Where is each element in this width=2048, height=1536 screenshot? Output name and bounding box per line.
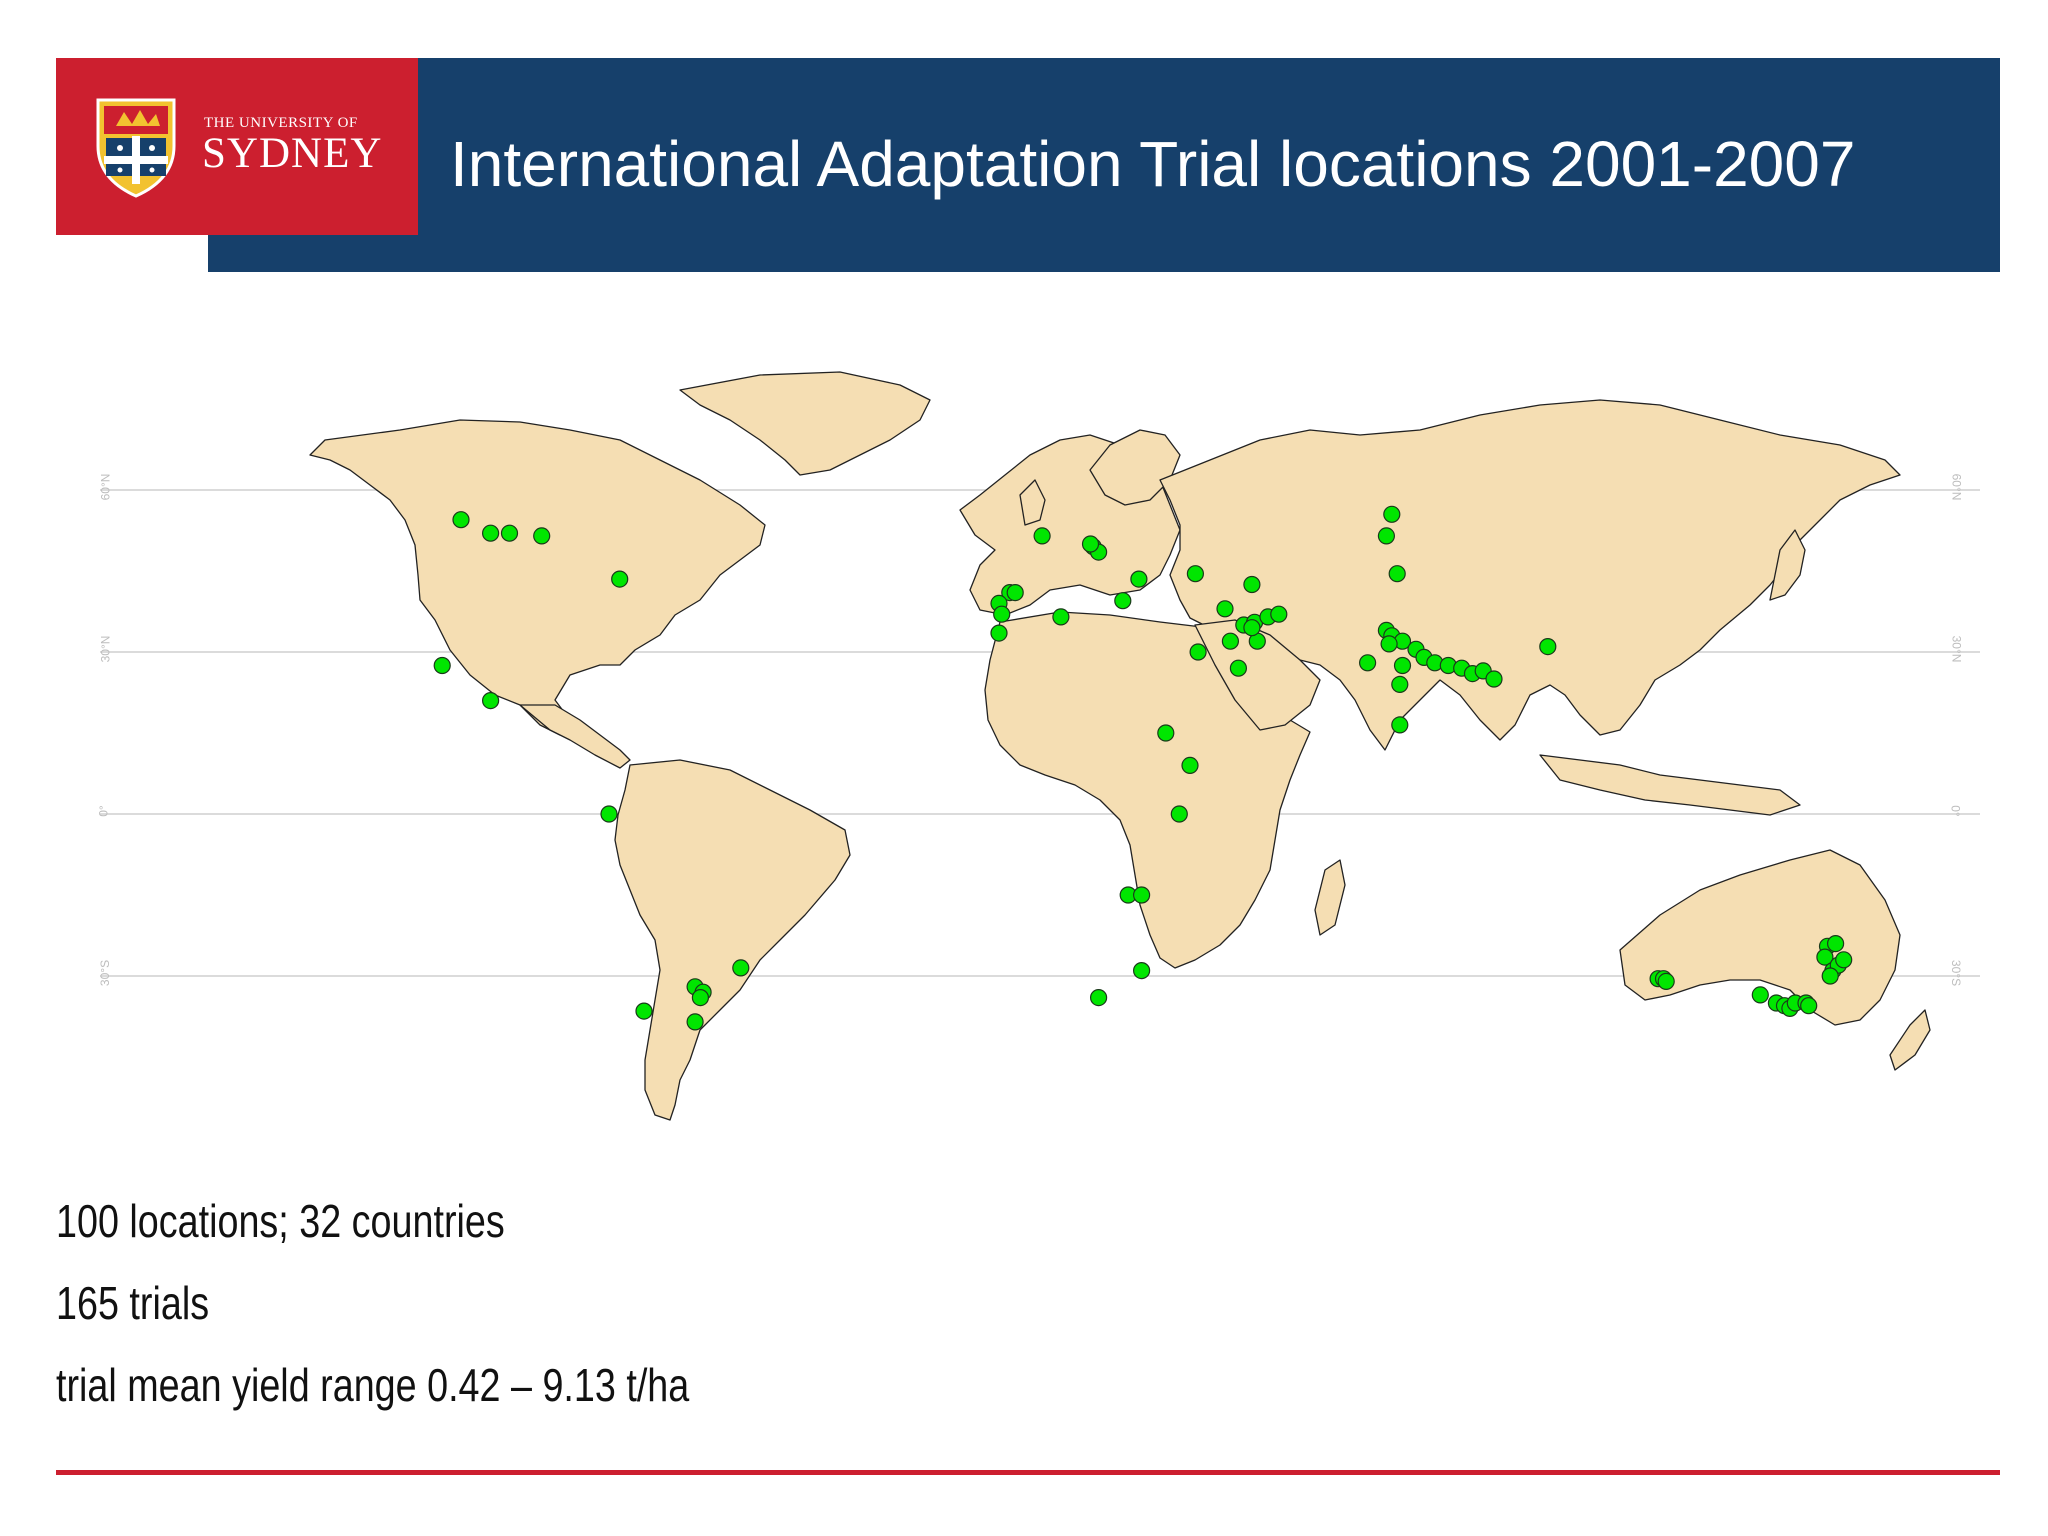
uk	[1019, 479, 1046, 526]
trial-site-marker	[611, 570, 629, 588]
trial-site-marker	[1132, 886, 1151, 904]
central-america	[519, 704, 631, 769]
lat-label-left-30s: 30°S	[98, 959, 113, 987]
trial-site-marker	[1826, 934, 1845, 953]
trial-site-marker	[500, 524, 519, 542]
lat-label-right-0: 0°	[1948, 805, 1963, 817]
trial-site-marker	[1393, 656, 1412, 675]
trial-site-marker	[482, 692, 500, 710]
trial-sites-layer	[433, 505, 1853, 1031]
trial-site-marker	[1052, 608, 1070, 626]
logo-line-1: THE UNIVERSITY OF	[204, 115, 358, 131]
trial-site-marker	[1157, 724, 1175, 742]
japan	[1769, 529, 1806, 601]
trial-site-marker	[1657, 972, 1675, 991]
trial-site-marker	[1751, 986, 1769, 1004]
trial-site-marker	[732, 959, 750, 977]
trial-site-marker	[1186, 565, 1205, 583]
trial-site-marker	[1391, 716, 1409, 734]
trial-site-marker	[1391, 675, 1409, 693]
crest-icon	[96, 98, 176, 198]
trial-site-marker	[1270, 605, 1288, 623]
trial-site-marker	[635, 1002, 653, 1020]
trial-site-marker	[1130, 570, 1148, 588]
lat-label-left-30n: 30°N	[98, 635, 113, 663]
scandinavia	[1089, 429, 1181, 506]
trial-site-marker	[1132, 961, 1151, 980]
greenland	[679, 371, 931, 476]
trial-site-marker	[1181, 756, 1199, 774]
trial-site-marker	[1033, 527, 1051, 545]
trial-site-marker	[993, 605, 1011, 623]
new-zealand	[1889, 1009, 1931, 1071]
trial-site-marker	[1089, 988, 1108, 1007]
world-map-canvas	[100, 371, 1980, 1121]
trial-site-marker	[691, 988, 710, 1007]
trial-site-marker	[1229, 659, 1248, 677]
trial-site-marker	[1377, 527, 1396, 545]
trial-site-marker	[1170, 805, 1188, 823]
logo-line-2: SYDNEY	[202, 130, 383, 177]
trial-site-marker	[1816, 948, 1834, 966]
stat-yield-range: trial mean yield range 0.42 – 9.13 t/ha	[56, 1359, 690, 1411]
north-america	[309, 419, 766, 736]
trial-site-marker	[1800, 997, 1818, 1015]
lat-label-right-60n: 60°N	[1949, 473, 1964, 501]
trial-site-marker	[1358, 654, 1377, 672]
trial-site-marker	[1243, 575, 1261, 594]
indonesia	[1539, 754, 1801, 816]
trial-site-marker	[1189, 643, 1207, 661]
trial-site-marker	[1221, 632, 1240, 650]
trial-site-marker	[686, 1013, 704, 1031]
university-logo: THE UNIVERSITY OF SYDNEY	[56, 58, 418, 235]
trial-site-marker	[1114, 592, 1132, 610]
trial-site-marker	[1821, 967, 1839, 985]
lat-label-left-60n: 60°N	[98, 473, 113, 501]
madagascar	[1314, 859, 1346, 936]
stat-trials: 165 trials	[56, 1277, 210, 1329]
footer-rule	[56, 1470, 2000, 1475]
stat-locations: 100 locations; 32 countries	[56, 1195, 505, 1247]
trial-site-marker	[482, 524, 500, 542]
page-title: International Adaptation Trial locations…	[450, 128, 1856, 200]
trial-site-marker	[990, 624, 1008, 642]
lat-label-left-0: 0°	[96, 805, 111, 817]
header-bar	[208, 58, 2000, 272]
trial-site-marker	[452, 511, 470, 529]
trial-site-marker	[433, 656, 451, 675]
trial-site-marker	[1380, 635, 1398, 653]
trial-site-marker	[1006, 584, 1024, 602]
land-masses	[309, 371, 1931, 1121]
trial-site-marker	[1383, 505, 1401, 523]
trial-site-marker	[533, 527, 551, 545]
trial-site-marker	[1216, 600, 1234, 618]
south-america	[614, 759, 851, 1121]
world-map: 60°N 30°N 0° 30°S 60°N 30°N 0° 30°S	[96, 360, 1980, 1140]
trial-site-marker	[1081, 535, 1100, 553]
trial-site-marker	[1243, 619, 1261, 637]
trial-site-marker	[1835, 951, 1853, 969]
lat-label-right-30n: 30°N	[1949, 635, 1964, 663]
trial-site-marker	[1539, 638, 1557, 656]
trial-site-marker	[600, 805, 618, 823]
trial-site-marker	[1388, 565, 1406, 583]
lat-label-right-30s: 30°S	[1949, 959, 1964, 987]
summary-stats: 100 locations; 32 countries 165 trials t…	[56, 1180, 828, 1426]
trial-site-marker	[1485, 670, 1503, 688]
